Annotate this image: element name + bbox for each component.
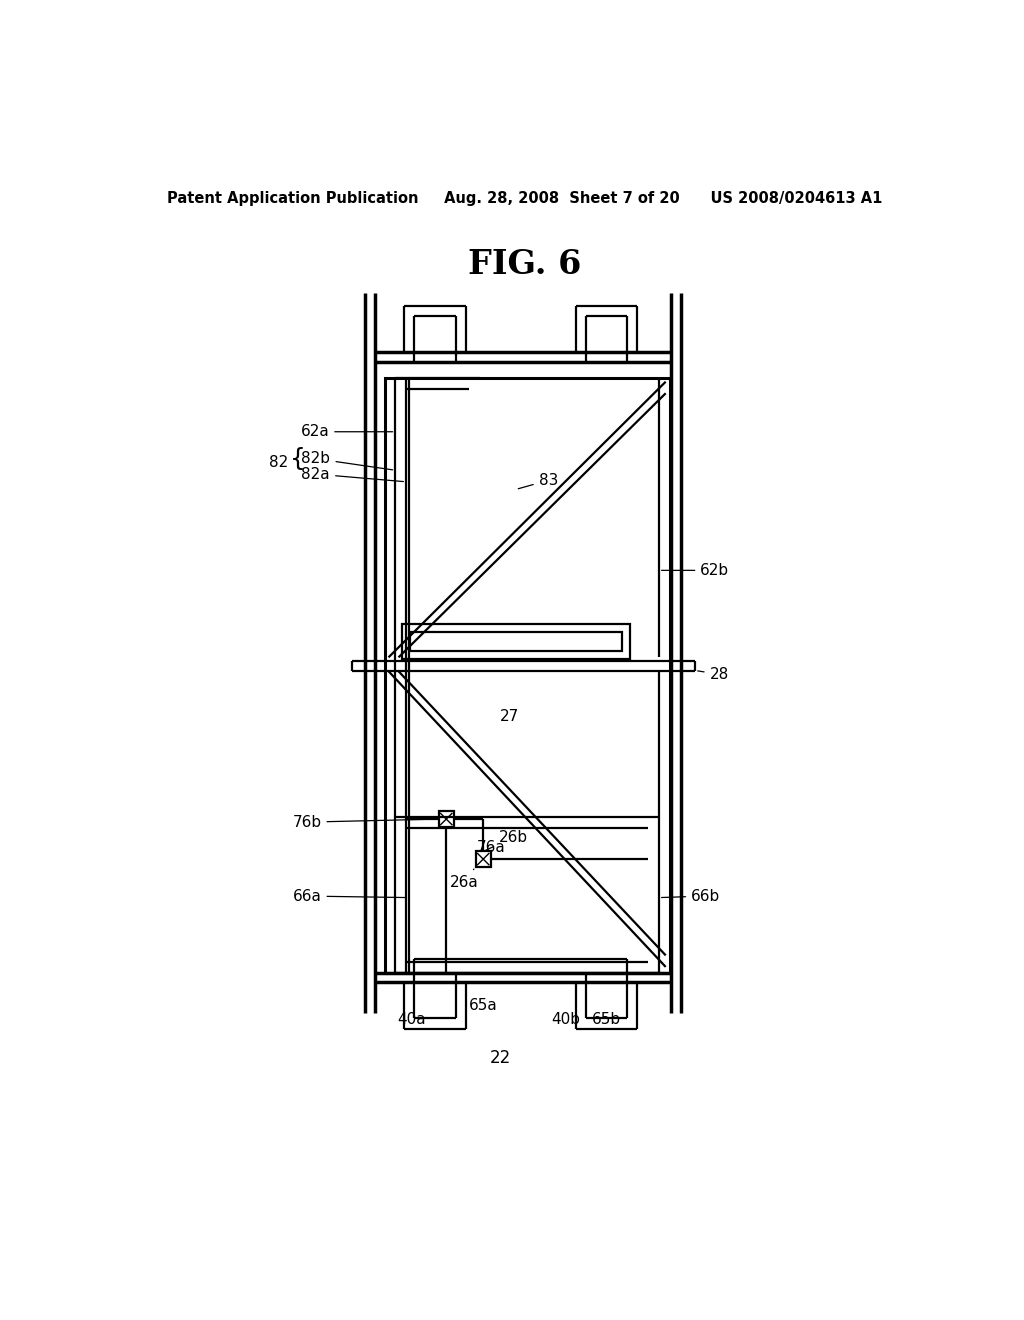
- Bar: [410, 632, 622, 651]
- Text: 65b: 65b: [592, 1011, 621, 1027]
- Text: 76b: 76b: [293, 814, 436, 830]
- Text: 82b: 82b: [301, 451, 392, 470]
- Text: 26b: 26b: [485, 830, 527, 850]
- Text: 62a: 62a: [300, 424, 392, 440]
- Text: 83: 83: [518, 473, 558, 488]
- Text: 40b: 40b: [551, 1011, 581, 1027]
- Text: {: {: [290, 446, 306, 471]
- Text: 40a: 40a: [397, 1011, 426, 1027]
- Text: Patent Application Publication     Aug. 28, 2008  Sheet 7 of 20      US 2008/020: Patent Application Publication Aug. 28, …: [167, 191, 883, 206]
- Bar: [438, 812, 454, 826]
- Text: 26a: 26a: [451, 869, 479, 890]
- Bar: [402, 624, 630, 659]
- Text: 62b: 62b: [662, 562, 729, 578]
- Text: 27: 27: [500, 709, 519, 725]
- Bar: [475, 851, 490, 867]
- Text: 22: 22: [489, 1049, 511, 1067]
- Text: 66b: 66b: [662, 888, 720, 904]
- Text: 28: 28: [697, 667, 729, 682]
- Text: 82: 82: [269, 455, 289, 470]
- Bar: [385, 378, 670, 973]
- Text: FIG. 6: FIG. 6: [468, 248, 582, 281]
- Text: 76a: 76a: [477, 840, 506, 855]
- Text: 65a: 65a: [469, 998, 498, 1012]
- Text: 66a: 66a: [293, 888, 407, 904]
- Text: 82a: 82a: [301, 466, 403, 482]
